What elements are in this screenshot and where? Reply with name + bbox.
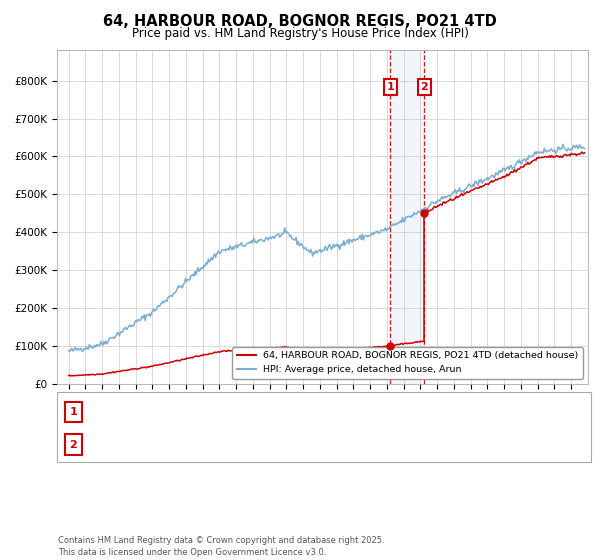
Text: £450,000: £450,000: [285, 440, 338, 450]
Text: 2: 2: [421, 82, 428, 92]
Text: 11-MAR-2014: 11-MAR-2014: [111, 407, 186, 417]
Text: 10% ↑ HPI: 10% ↑ HPI: [417, 440, 476, 450]
Text: 1: 1: [386, 82, 394, 92]
Text: £100,000: £100,000: [285, 407, 338, 417]
Legend: 64, HARBOUR ROAD, BOGNOR REGIS, PO21 4TD (detached house), HPI: Average price, d: 64, HARBOUR ROAD, BOGNOR REGIS, PO21 4TD…: [232, 347, 583, 379]
Text: Price paid vs. HM Land Registry's House Price Index (HPI): Price paid vs. HM Land Registry's House …: [131, 27, 469, 40]
Bar: [390, 50, 424, 384]
Text: Contains HM Land Registry data © Crown copyright and database right 2025.
This d: Contains HM Land Registry data © Crown c…: [58, 536, 385, 557]
Text: 2: 2: [70, 440, 77, 450]
Text: 24-MAR-2016: 24-MAR-2016: [111, 440, 186, 450]
Text: 1: 1: [70, 407, 77, 417]
Text: 64, HARBOUR ROAD, BOGNOR REGIS, PO21 4TD: 64, HARBOUR ROAD, BOGNOR REGIS, PO21 4TD: [103, 14, 497, 29]
Text: 71% ↓ HPI: 71% ↓ HPI: [417, 407, 476, 417]
